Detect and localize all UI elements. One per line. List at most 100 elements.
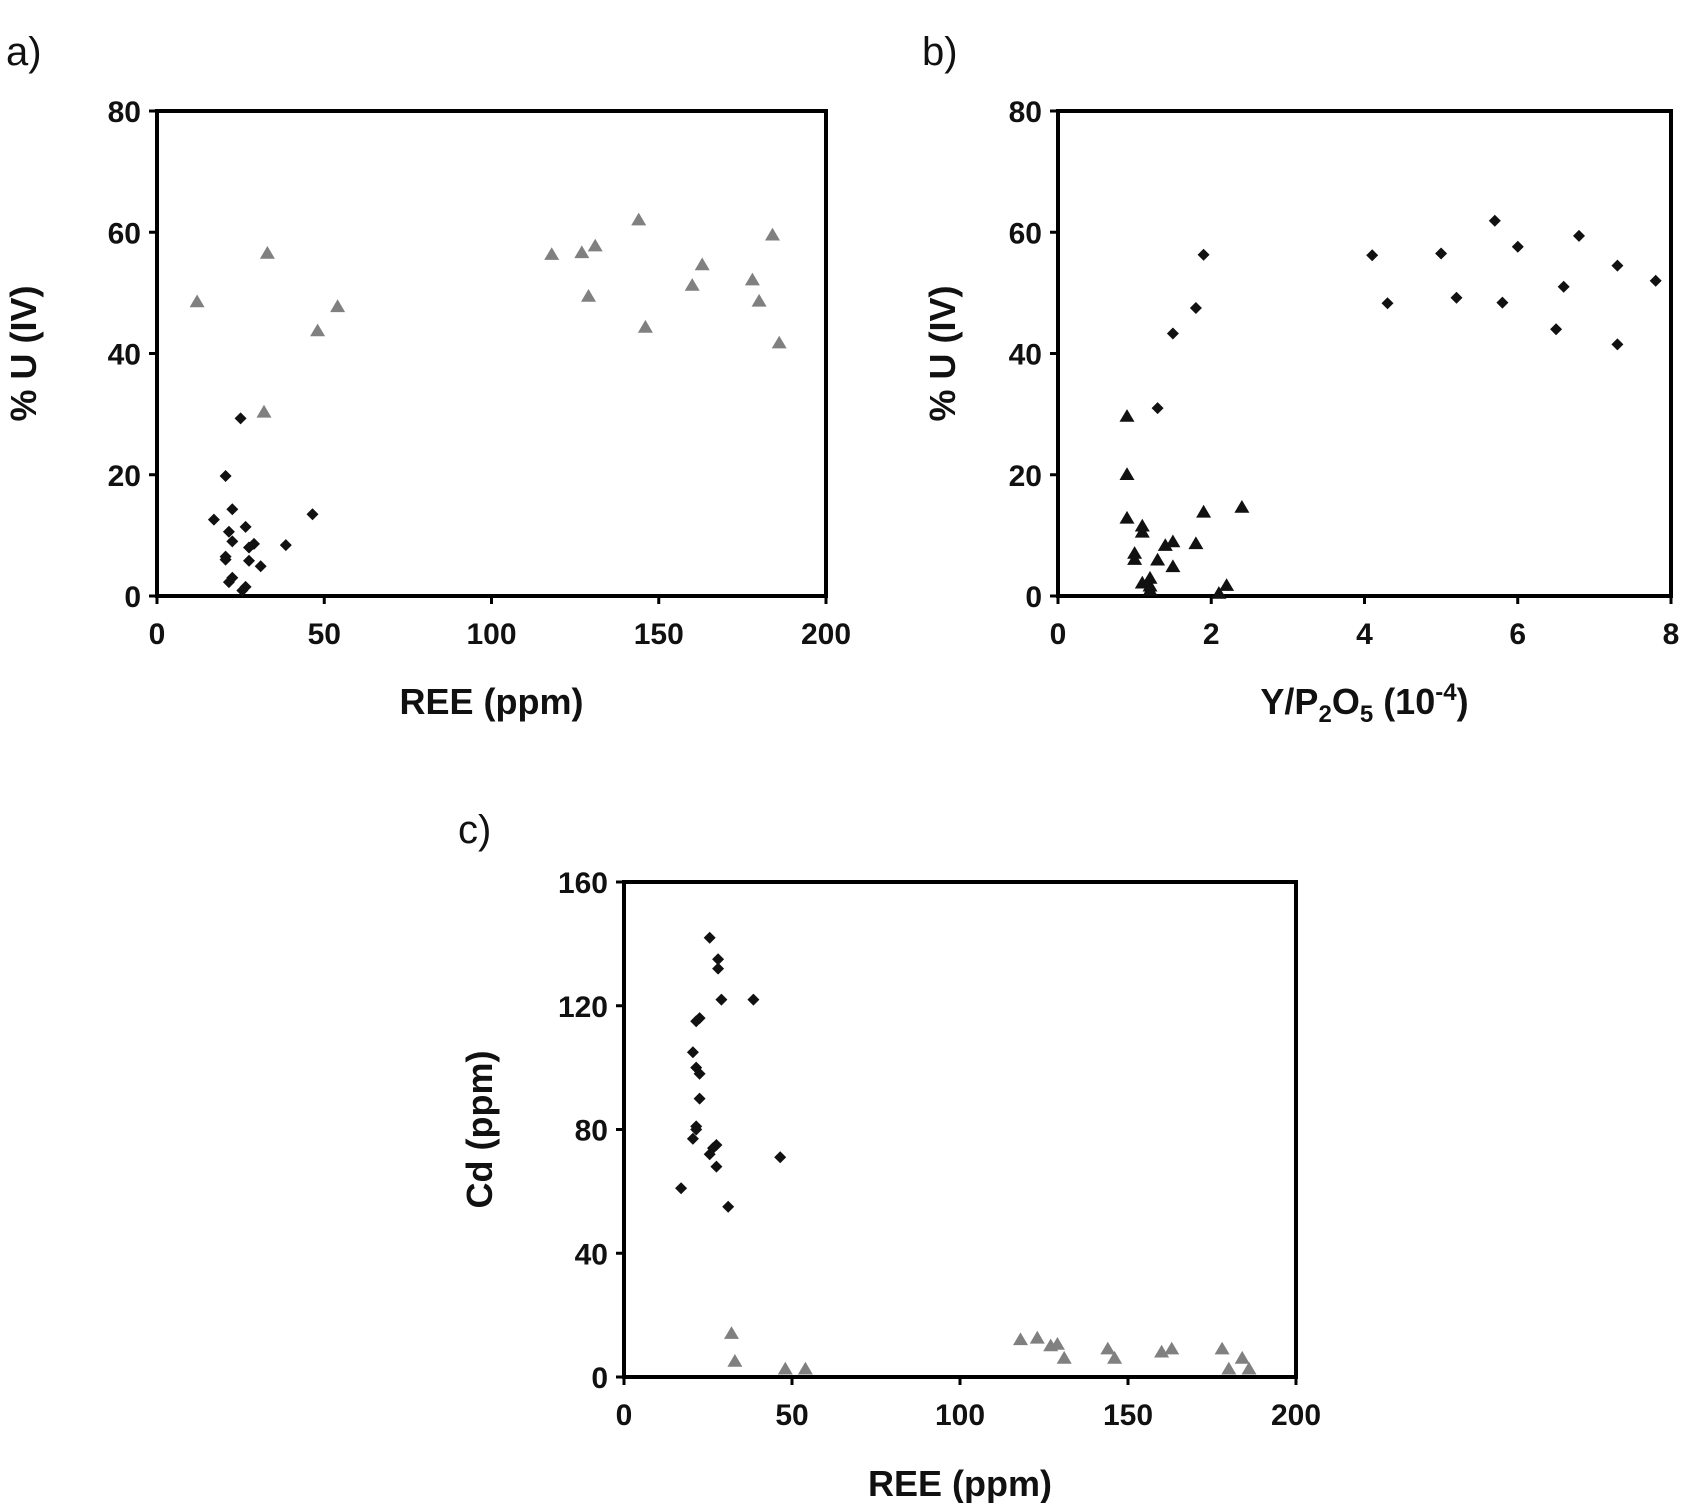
panel-c-diamond-point	[774, 1151, 787, 1164]
panel-c-triangle-point	[727, 1354, 743, 1367]
panel-c-diamond-point	[715, 993, 728, 1006]
panel-a-triangle-point	[330, 299, 346, 313]
panel-c-triangle-point	[1029, 1330, 1045, 1344]
panel-a-diamond-point	[306, 508, 319, 521]
panel-a-diamond-point	[222, 525, 235, 538]
panel-a-triangle-point	[631, 212, 647, 226]
panel-c-diamond-point	[747, 993, 760, 1006]
panel-b-x-tick-label: 0	[1050, 618, 1067, 651]
panel-b-y-tick-label: 20	[1009, 460, 1042, 493]
panel-a-plot-frame	[155, 109, 828, 598]
panel-c-triangle-point	[1056, 1350, 1072, 1364]
panel-b-triangle-point	[1127, 552, 1143, 565]
panel-b-diamond-point	[1166, 327, 1179, 340]
panel-a-x-tick-label: 0	[149, 618, 166, 651]
panel-b-triangle-point	[1196, 504, 1212, 518]
panel-c-x-tick-label: 150	[1103, 1399, 1153, 1432]
panel-b-x-axis-title-main: Y/P	[1260, 681, 1318, 722]
panel-b-diamond-point	[1611, 259, 1624, 272]
panel-a: a) 0 50 100 150 200 0 20 40 60 80 REE (ppm) % U (…	[3, 30, 851, 722]
panel-b-x-tick-label: 6	[1509, 618, 1526, 651]
panel-a-x-tick-label: 200	[801, 618, 851, 651]
panel-a-diamond-point	[219, 470, 232, 482]
panel-c-x-tick-label: 100	[935, 1399, 985, 1432]
panel-b-y-tick-label: 0	[1025, 581, 1042, 614]
panel-a-triangle-point	[684, 278, 700, 291]
panel-a-triangle-point	[189, 294, 205, 308]
panel-b-diamond-point	[1366, 249, 1379, 262]
panel-b-x-axis-title-sup: -4	[1435, 679, 1457, 706]
panel-b-triangle-point	[1134, 575, 1150, 589]
panel-b-triangle-point	[1150, 552, 1166, 566]
panel-b-triangle-point	[1119, 467, 1135, 480]
panel-b-y-tick-label: 80	[1009, 96, 1042, 129]
panel-c-triangle-point	[1100, 1341, 1116, 1355]
panel-b-x-tick-label: 8	[1663, 618, 1680, 651]
panel-a-triangle-point	[771, 335, 787, 349]
panel-a-x-axis-title: REE (ppm)	[400, 681, 584, 722]
panel-a-triangle-point	[587, 238, 603, 252]
panel-a-triangle-point	[694, 257, 710, 271]
panel-a-diamond-point	[219, 553, 232, 566]
panel-a-y-tick-label: 80	[108, 96, 141, 129]
panel-a-diamond-point	[226, 535, 239, 548]
panel-c-diamond-point	[690, 1123, 703, 1136]
panel-a-diamond-point	[279, 539, 292, 552]
panel-c-diamond-point	[693, 1067, 706, 1080]
panel-b-diamond-point	[1189, 302, 1202, 314]
panel-b-y-tick-label: 60	[1009, 217, 1042, 250]
panel-a-triangle-point	[574, 245, 590, 259]
panel-b-x-axis-title-o: O	[1332, 681, 1360, 722]
panel-a-x-tick-label: 50	[308, 618, 341, 651]
panel-c-triangle-point	[1164, 1341, 1180, 1355]
panel-c-x-tick-label: 50	[775, 1399, 808, 1432]
panel-b-diamond-point	[1488, 214, 1501, 227]
panel-b-x-axis-title: Y/P2O5 (10-4)	[1260, 679, 1468, 728]
panel-a-diamond-point	[222, 576, 235, 589]
panel-a-diamond-point	[226, 503, 239, 516]
panel-a-y-tick-label: 60	[108, 217, 141, 250]
panel-b-triangle-point	[1165, 534, 1181, 548]
panel-b-triangle-point	[1234, 500, 1250, 513]
panel-c: c) 0 50 100 150 200 0 40 80 120 160 REE (ppm) Cd …	[458, 808, 1321, 1503]
panel-a-diamond-point	[239, 520, 252, 533]
panel-c-triangle-point	[1221, 1361, 1237, 1375]
panel-a-diamond-point	[207, 513, 220, 526]
panel-c-diamond-point	[712, 962, 725, 975]
panel-b-x-axis-title-end: )	[1457, 681, 1469, 722]
panel-a-x-tick-label: 150	[634, 618, 684, 651]
panel-b-y-axis-title: % U (IV)	[922, 285, 963, 421]
panel-b-triangle-point	[1119, 409, 1135, 422]
panel-c-triangle-point	[1013, 1332, 1028, 1346]
panel-c-triangle-point	[777, 1361, 793, 1375]
panel-b-label: b)	[922, 30, 958, 74]
panel-c-diamond-point	[712, 953, 725, 966]
panel-c-diamond-point	[710, 1160, 723, 1173]
panel-a-diamond-point	[236, 584, 249, 597]
panel-b-diamond-point	[1611, 338, 1624, 351]
panel-c-diamond-point	[722, 1200, 735, 1213]
panel-c-y-tick-label: 160	[558, 867, 608, 900]
panel-c-y-tick-label: 0	[591, 1362, 608, 1395]
panel-a-triangle-point	[259, 246, 275, 259]
panel-c-diamond-point	[686, 1046, 699, 1059]
panel-a-y-tick-label: 40	[108, 339, 141, 372]
panel-c-triangle-point	[1107, 1350, 1123, 1364]
panel-b-diamond-point	[1381, 297, 1394, 310]
panel-c-triangle-point	[1241, 1361, 1257, 1375]
panel-c-x-axis-title: REE (ppm)	[868, 1463, 1052, 1503]
panel-b-diamond-point	[1511, 240, 1524, 253]
panel-b-diamond-point	[1496, 296, 1509, 309]
panel-c-diamond-point	[693, 1092, 706, 1105]
panel-b-triangle-point	[1142, 583, 1158, 596]
panel-b-diamond-point	[1197, 248, 1210, 261]
panel-c-diamond-point	[686, 1132, 699, 1145]
panel-b-triangle-point	[1188, 536, 1204, 550]
panel-c-x-tick-label: 200	[1271, 1399, 1321, 1432]
panel-c-triangle-point	[1214, 1341, 1230, 1355]
panel-a-triangle-point	[544, 247, 560, 260]
panel-a-triangle-point	[256, 404, 272, 418]
panel-b-diamond-point	[1151, 402, 1164, 415]
